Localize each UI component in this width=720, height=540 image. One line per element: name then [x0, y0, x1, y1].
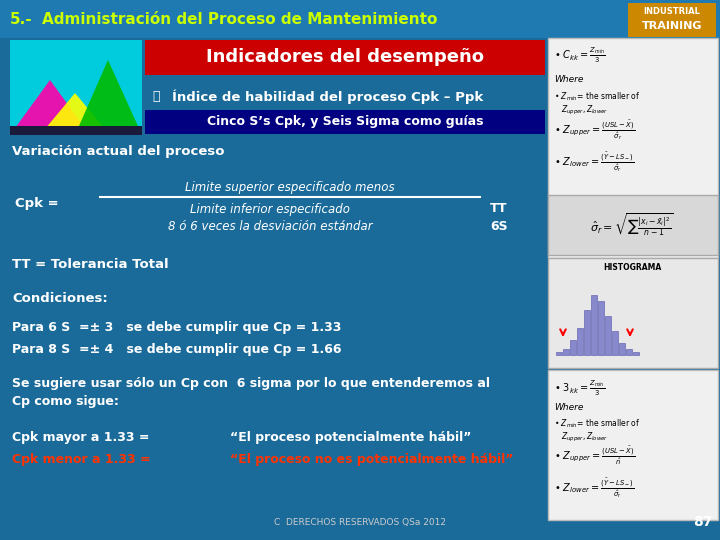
- Text: • $Z_{min}$= the smaller of: • $Z_{min}$= the smaller of: [554, 418, 640, 430]
- Text: • $3_{kk}=\frac{Z_{min}}{3}$: • $3_{kk}=\frac{Z_{min}}{3}$: [554, 378, 606, 398]
- Text: INDUSTRIAL: INDUSTRIAL: [644, 8, 701, 17]
- Polygon shape: [10, 80, 90, 135]
- Text: C  DERECHOS RESERVADOS QSa 2012: C DERECHOS RESERVADOS QSa 2012: [274, 517, 446, 526]
- Bar: [591, 295, 597, 355]
- Text: Where: Where: [554, 403, 583, 413]
- Bar: [598, 301, 604, 355]
- Bar: [628, 3, 716, 37]
- Bar: [0, 0, 720, 38]
- Text: 8 ó 6 veces la desviación estándar: 8 ó 6 veces la desviación estándar: [168, 220, 372, 233]
- Text: Cinco S’s Cpk, y Seis Sigma como guías: Cinco S’s Cpk, y Seis Sigma como guías: [207, 116, 483, 129]
- Text: Where: Where: [554, 76, 583, 84]
- Text: TT = Tolerancia Total: TT = Tolerancia Total: [12, 259, 168, 272]
- Bar: [10, 40, 142, 135]
- Bar: [633, 352, 639, 355]
- Polygon shape: [40, 93, 110, 135]
- Text: Se sugiere usar sólo un Cp con  6 sigma por lo que entenderemos al: Se sugiere usar sólo un Cp con 6 sigma p…: [12, 377, 490, 390]
- Text: Condiciones:: Condiciones:: [12, 292, 108, 305]
- Bar: [145, 110, 545, 134]
- Text: • $Z_{upper}=\frac{(USL-\bar{X})}{\hat{\sigma}_r}$: • $Z_{upper}=\frac{(USL-\bar{X})}{\hat{\…: [554, 118, 635, 142]
- Text: Cpk mayor a 1.33 =: Cpk mayor a 1.33 =: [12, 430, 150, 443]
- Text: • $Z_{upper}=\frac{(USL-\bar{X})}{\hat{n}}$: • $Z_{upper}=\frac{(USL-\bar{X})}{\hat{n…: [554, 445, 635, 467]
- Text: “El proceso potencialmente hábil”: “El proceso potencialmente hábil”: [230, 430, 472, 443]
- Text: $Z_{upper}, Z_{lower}$: $Z_{upper}, Z_{lower}$: [554, 430, 608, 443]
- Text: Cpk =: Cpk =: [15, 197, 58, 210]
- Bar: [577, 328, 583, 355]
- Text: Limite inferior especificado: Limite inferior especificado: [190, 202, 350, 215]
- Text: “El proceso no es potencialmente hábil”: “El proceso no es potencialmente hábil”: [230, 454, 513, 467]
- Bar: [548, 195, 718, 255]
- Text: Cp como sigue:: Cp como sigue:: [12, 395, 119, 408]
- Bar: [548, 370, 718, 520]
- Text: TT: TT: [490, 202, 508, 215]
- Text: 6S: 6S: [490, 220, 508, 233]
- Text: Variación actual del proceso: Variación actual del proceso: [12, 145, 225, 159]
- Bar: [556, 352, 562, 355]
- Bar: [563, 349, 569, 355]
- Text: 87: 87: [693, 515, 713, 529]
- Bar: [626, 349, 632, 355]
- Text: • $Z_{lower}=\frac{(\bar{Y}-LS_-)}{\hat{\sigma}_r}$: • $Z_{lower}=\frac{(\bar{Y}-LS_-)}{\hat{…: [554, 476, 634, 500]
- Text: • $Z_{lower}=\frac{(\bar{Y}-LS_-)}{\hat{\sigma}_r}$: • $Z_{lower}=\frac{(\bar{Y}-LS_-)}{\hat{…: [554, 150, 634, 174]
- Text: TRAINING: TRAINING: [642, 21, 702, 31]
- Bar: [548, 38, 718, 258]
- Bar: [619, 343, 625, 355]
- Text: Para 6 S  =± 3   se debe cumplir que Cp = 1.33: Para 6 S =± 3 se debe cumplir que Cp = 1…: [12, 321, 341, 334]
- Bar: [548, 258, 718, 368]
- Text: Índice de habilidad del proceso Cpk – Ppk: Índice de habilidad del proceso Cpk – Pp…: [172, 90, 483, 104]
- Text: $\hat{\sigma}_r = \sqrt{\sum\frac{|x_i - \bar{x}_i|^2}{n-1}}$: $\hat{\sigma}_r = \sqrt{\sum\frac{|x_i -…: [590, 212, 674, 238]
- Text: 📚: 📚: [152, 91, 160, 104]
- Text: • $Z_{min}$= the smaller of: • $Z_{min}$= the smaller of: [554, 91, 640, 103]
- Text: Administración del Proceso de Mantenimiento: Administración del Proceso de Mantenimie…: [42, 12, 437, 28]
- Text: HISTOGRAMA: HISTOGRAMA: [603, 264, 661, 273]
- Bar: [570, 340, 576, 355]
- Bar: [10, 126, 142, 135]
- Text: • $C_{kk}=\frac{Z_{min}}{3}$: • $C_{kk}=\frac{Z_{min}}{3}$: [554, 45, 606, 65]
- Text: 5.-: 5.-: [10, 12, 32, 28]
- Bar: [612, 331, 618, 355]
- Text: Para 8 S  =± 4   se debe cumplir que Cp = 1.66: Para 8 S =± 4 se debe cumplir que Cp = 1…: [12, 343, 341, 356]
- Text: Limite superior especificado menos: Limite superior especificado menos: [185, 180, 395, 193]
- Bar: [605, 316, 611, 355]
- Bar: [584, 310, 590, 355]
- Text: Indicadores del desempeño: Indicadores del desempeño: [206, 48, 484, 66]
- Text: $Z_{upper}, Z_{lower}$: $Z_{upper}, Z_{lower}$: [554, 104, 608, 117]
- Text: Cpk menor a 1.33 =: Cpk menor a 1.33 =: [12, 454, 150, 467]
- Bar: [145, 40, 545, 75]
- Polygon shape: [75, 60, 142, 135]
